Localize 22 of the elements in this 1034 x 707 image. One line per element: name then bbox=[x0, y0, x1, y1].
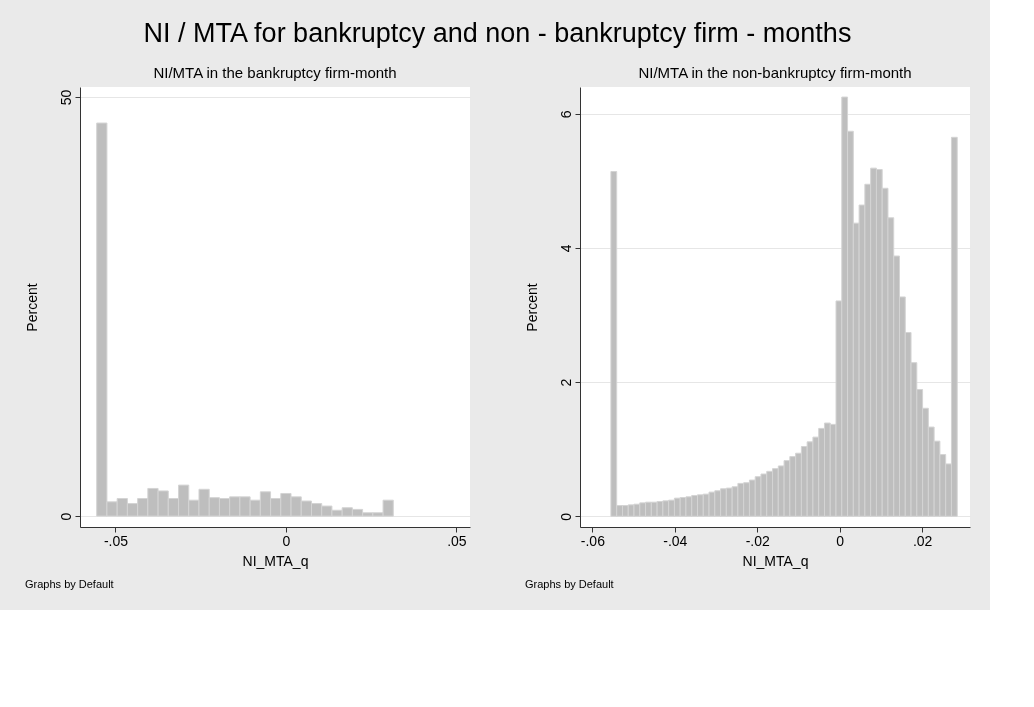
x-tick-label: -.02 bbox=[745, 532, 771, 549]
text: NI / MTA for bankruptcy and non - bankruptcy firm - months bbox=[143, 18, 852, 48]
y-tick-label: 2 bbox=[557, 378, 574, 387]
x-tick-label: -.06 bbox=[580, 532, 606, 549]
x-tick-label: 0 bbox=[836, 532, 845, 549]
x-tick-label: .05 bbox=[447, 532, 467, 549]
y-tick-label: 4 bbox=[557, 244, 574, 253]
x-tick-label: -.05 bbox=[103, 532, 129, 549]
x-axis-title: NI_MTA_q bbox=[742, 552, 809, 569]
chart-title: NI/MTA in the non-bankruptcy firm-month bbox=[638, 64, 912, 81]
text: Graphs by Default bbox=[525, 578, 614, 590]
y-axis-title: Percent bbox=[523, 283, 540, 332]
chart-title: NI/MTA in the bankruptcy firm-month bbox=[153, 64, 397, 81]
y-tick-label: 50 bbox=[57, 89, 74, 106]
y-tick-label: 6 bbox=[557, 110, 574, 119]
x-tick-label: .02 bbox=[912, 532, 933, 549]
x-tick-label: -.04 bbox=[663, 532, 688, 549]
y-axis-title: Percent bbox=[23, 283, 40, 332]
y-tick-label: 0 bbox=[557, 512, 574, 521]
x-tick-label: 0 bbox=[282, 532, 291, 549]
text: Graphs by Default bbox=[25, 578, 114, 590]
x-axis-title: NI_MTA_q bbox=[242, 552, 309, 569]
